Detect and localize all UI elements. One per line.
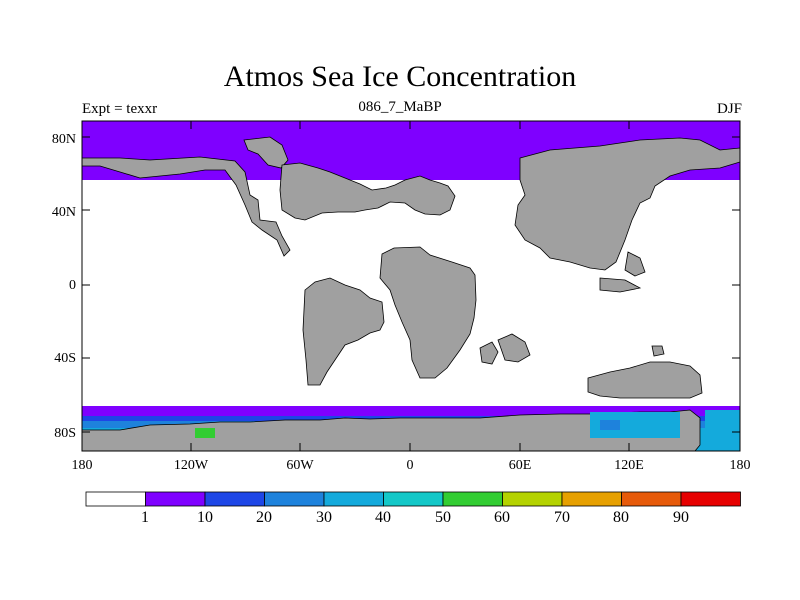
landmass — [82, 156, 291, 257]
colorbar-swatch — [621, 491, 682, 507]
landmass — [82, 409, 701, 451]
lat-tick-80n: 80N — [51, 132, 76, 147]
colorbar-label-20: 20 — [256, 509, 272, 526]
lon-tick-120e: 120E — [614, 458, 644, 473]
landmass — [302, 277, 385, 386]
colorbar-swatch — [561, 491, 622, 507]
south-ice-patch — [195, 428, 215, 438]
season-label: DJF — [716, 101, 742, 117]
colorbar-swatch — [680, 491, 741, 507]
landmass — [497, 333, 531, 363]
map-layer — [82, 121, 740, 451]
colorbar-swatch — [145, 491, 206, 507]
colorbar-swatch — [502, 491, 563, 507]
colorbar-swatch — [383, 491, 444, 507]
south-ice-patch — [705, 410, 740, 440]
tick-marks — [81, 121, 741, 451]
landmass — [479, 341, 499, 365]
colorbar-label-60: 60 — [494, 509, 510, 526]
lon-tick-120w: 120W — [173, 458, 209, 473]
landmass — [587, 361, 703, 399]
period-label: 086_7_MaBP — [358, 99, 442, 115]
colorbar-swatch — [204, 491, 265, 507]
lat-tick-80s: 80S — [54, 426, 76, 441]
colorbar-label-10: 10 — [197, 509, 213, 526]
colorbar-swatch — [264, 491, 325, 507]
colorbar-swatch — [85, 491, 146, 507]
colorbar-label-30: 30 — [316, 509, 332, 526]
landmass — [514, 137, 740, 271]
landmass — [379, 246, 477, 379]
colorbar-label-80: 80 — [613, 509, 629, 526]
map-title: Atmos Sea Ice Concentration — [223, 60, 577, 93]
experiment-label: Expt = texxr — [82, 101, 158, 117]
landmass — [651, 345, 665, 357]
lat-tick-40s: 40S — [54, 351, 76, 366]
lon-tick-180w: 180 — [71, 458, 93, 473]
lat-tick-0: 0 — [69, 278, 76, 293]
south-ice-patch — [600, 420, 620, 430]
colorbar-label-90: 90 — [673, 509, 689, 526]
colorbar — [85, 491, 741, 507]
colorbar-swatch — [323, 491, 384, 507]
landmass — [243, 136, 289, 169]
lon-tick-60w: 60W — [286, 458, 314, 473]
landmass — [624, 251, 646, 277]
colorbar-label-40: 40 — [375, 509, 391, 526]
map-frame — [81, 120, 741, 452]
lon-tick-0: 0 — [406, 458, 414, 473]
landmass — [279, 162, 456, 221]
lat-tick-40n: 40N — [51, 205, 76, 220]
colorbar-label-1: 1 — [141, 509, 149, 526]
lon-tick-180e: 180 — [729, 458, 751, 473]
colorbar-label-70: 70 — [554, 509, 570, 526]
landmass — [599, 277, 642, 293]
colorbar-label-50: 50 — [435, 509, 451, 526]
lon-tick-60e: 60E — [508, 458, 532, 473]
colorbar-swatch — [442, 491, 503, 507]
